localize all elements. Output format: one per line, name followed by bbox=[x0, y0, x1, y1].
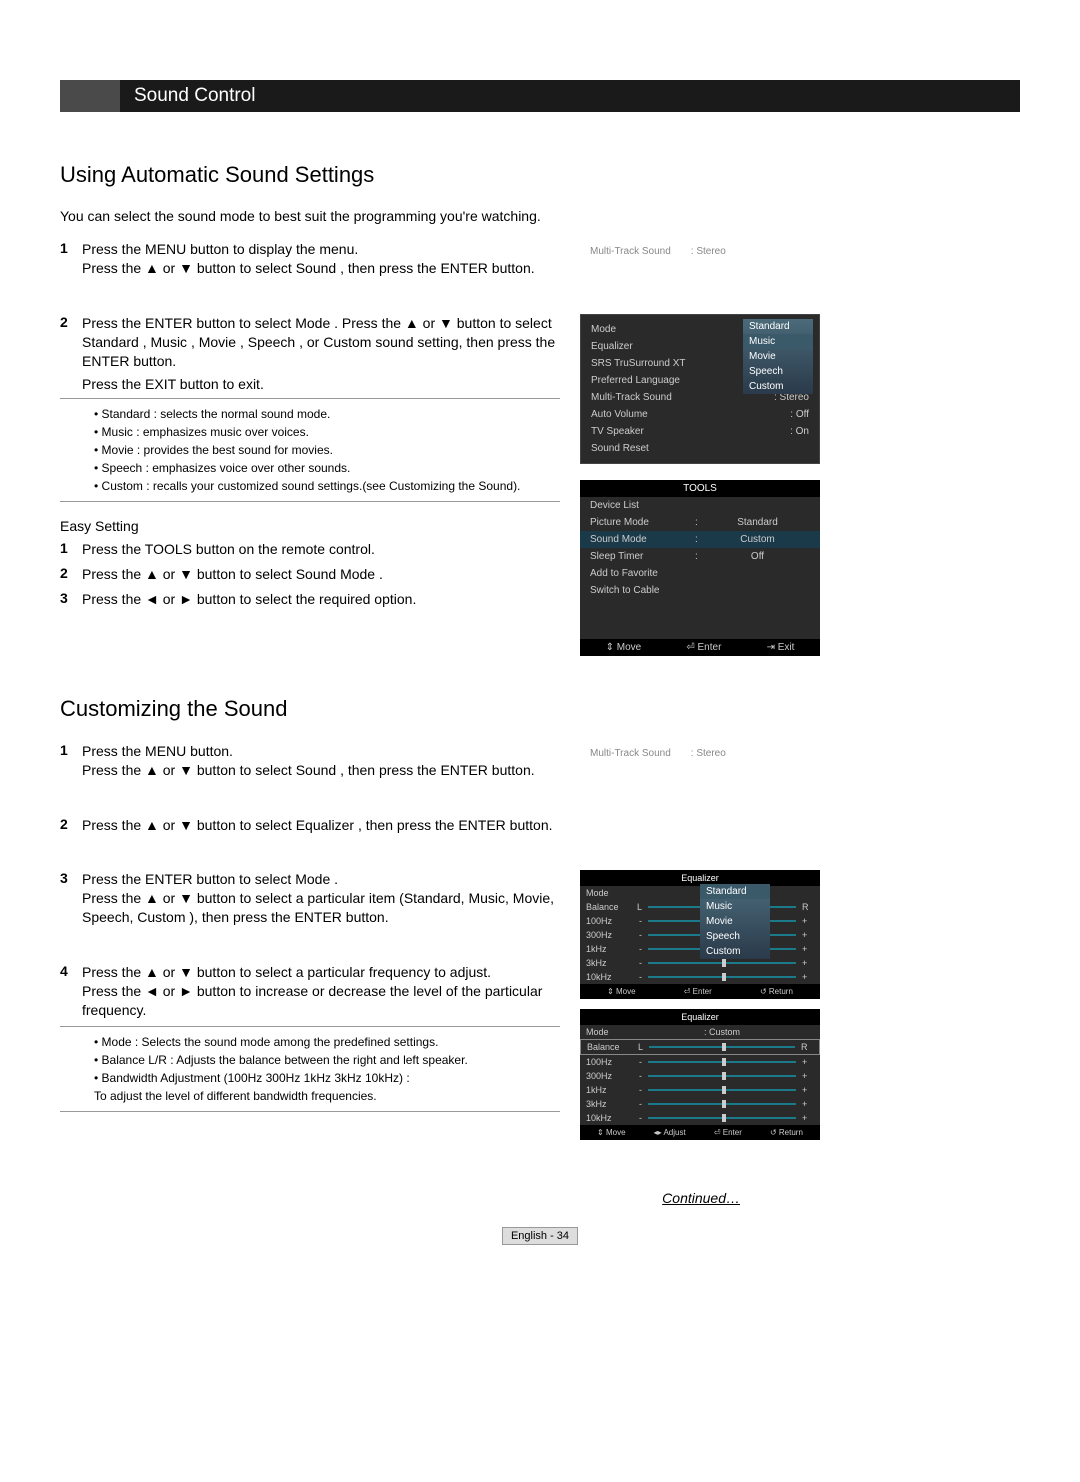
step-2-text: Press the ENTER button to select Mode . … bbox=[82, 315, 555, 369]
bullet-bandwidth-2: To adjust the level of different bandwid… bbox=[94, 1087, 560, 1105]
c-step4b: Press the ◄ or ► button to increase or d… bbox=[82, 983, 542, 1018]
mts-label: Multi-Track Sound bbox=[590, 246, 671, 257]
header-accent-box bbox=[60, 80, 120, 112]
bullet-mode: • Mode : Selects the sound mode among th… bbox=[94, 1033, 560, 1051]
header-bar: Sound Control bbox=[60, 80, 1020, 112]
dropdown-option[interactable]: Custom bbox=[700, 944, 770, 959]
c-step1a: Press the MENU button. bbox=[82, 743, 233, 759]
dropdown-option[interactable]: Custom bbox=[743, 379, 813, 394]
section-title: Using Automatic Sound Settings bbox=[60, 162, 1020, 188]
dropdown-option[interactable]: Movie bbox=[700, 914, 770, 929]
tools-item[interactable]: Device List bbox=[580, 497, 820, 514]
mts-value: : Stereo bbox=[691, 246, 726, 257]
exit-line: Press the EXIT button to exit. bbox=[82, 376, 560, 392]
bullet-standard: • Standard : selects the normal sound mo… bbox=[94, 405, 560, 423]
tools-footer: ⇕ Move⏎ Enter⇥ Exit bbox=[580, 639, 820, 656]
eq-row[interactable]: 100Hz-+ bbox=[580, 1055, 820, 1069]
osd-mini-stereo-2: Multi-Track Sound : Stereo bbox=[580, 742, 820, 765]
header-title: Sound Control bbox=[120, 80, 1020, 112]
tools-item[interactable]: Picture Mode:Standard bbox=[580, 514, 820, 531]
osd-mini-stereo: Multi-Track Sound : Stereo bbox=[580, 240, 820, 263]
c-step4a: Press the ▲ or ▼ button to select a part… bbox=[82, 964, 491, 980]
sound-menu-item[interactable]: Auto Volume: Off bbox=[581, 406, 819, 423]
section-auto-sound: Using Automatic Sound Settings You can s… bbox=[60, 162, 1020, 656]
eq-row[interactable]: 10kHz-+ bbox=[580, 970, 820, 984]
eq-row[interactable]: BalanceLR bbox=[580, 1039, 820, 1055]
bullet-speech: • Speech : emphasizes voice over other s… bbox=[94, 459, 560, 477]
sound-menu-item[interactable]: Sound Reset bbox=[581, 440, 819, 457]
eq-row[interactable]: 3kHz-+ bbox=[580, 1097, 820, 1111]
section-customizing: Customizing the Sound 1 Press the MENU b… bbox=[60, 696, 1020, 1151]
section-title-2: Customizing the Sound bbox=[60, 696, 1020, 722]
bullet-music: • Music : emphasizes music over voices. bbox=[94, 423, 560, 441]
page-footer: English - 34 bbox=[502, 1227, 578, 1245]
dropdown-option[interactable]: Speech bbox=[700, 929, 770, 944]
tools-item[interactable]: Sound Mode:Custom bbox=[580, 531, 820, 548]
c-step3b: Press the ▲ or ▼ button to select a part… bbox=[82, 890, 554, 925]
eq-row[interactable]: Mode: Custom bbox=[580, 1025, 820, 1039]
tools-item[interactable]: Add to Favorite bbox=[580, 565, 820, 582]
c-step3a: Press the ENTER button to select Mode . bbox=[82, 871, 338, 887]
eq-row[interactable]: 10kHz-+ bbox=[580, 1111, 820, 1125]
easy-setting-title: Easy Setting bbox=[60, 518, 560, 534]
step-2: 2 Press the ENTER button to select Mode … bbox=[60, 314, 560, 371]
bullet-balance: • Balance L/R : Adjusts the balance betw… bbox=[94, 1051, 560, 1069]
dropdown-option[interactable]: Music bbox=[743, 334, 813, 349]
easy-step-3: Press the ◄ or ► button to select the re… bbox=[82, 590, 560, 609]
dropdown-option[interactable]: Music bbox=[700, 899, 770, 914]
osd-equalizer-adjust: Equalizer Mode: CustomBalanceLR100Hz-+30… bbox=[580, 1009, 820, 1140]
dropdown-option[interactable]: Speech bbox=[743, 364, 813, 379]
c-step2: Press the ▲ or ▼ button to select Equali… bbox=[82, 816, 560, 835]
bullet-custom: • Custom : recalls your customized sound… bbox=[94, 477, 560, 495]
bullet-movie: • Movie : provides the best sound for mo… bbox=[94, 441, 560, 459]
easy-step-1: Press the TOOLS button on the remote con… bbox=[82, 540, 560, 559]
tools-item[interactable]: Sleep Timer:Off bbox=[580, 548, 820, 565]
step-1-line-b: Press the ▲ or ▼ button to select Sound … bbox=[82, 260, 535, 276]
osd-tools: TOOLS Device ListPicture Mode:StandardSo… bbox=[580, 480, 820, 656]
eq-mode-dropdown[interactable]: StandardMusicMovieSpeechCustom bbox=[700, 884, 770, 959]
c-step1b: Press the ▲ or ▼ button to select Sound … bbox=[82, 762, 535, 778]
step-1-line-a: Press the MENU button to display the men… bbox=[82, 241, 358, 257]
divider bbox=[60, 398, 560, 399]
continued-text: Continued… bbox=[60, 1190, 740, 1206]
bullet-bandwidth: • Bandwidth Adjustment (100Hz 300Hz 1kHz… bbox=[94, 1069, 560, 1087]
dropdown-option[interactable]: Standard bbox=[743, 319, 813, 334]
dropdown-option[interactable]: Standard bbox=[700, 884, 770, 899]
osd-equalizer-mode: Equalizer Mode: StandardBalanceLR100Hz-+… bbox=[580, 870, 820, 999]
eq-row[interactable]: 1kHz-+ bbox=[580, 1083, 820, 1097]
divider bbox=[60, 501, 560, 502]
sound-menu-item[interactable]: TV Speaker: On bbox=[581, 423, 819, 440]
eq-row[interactable]: 300Hz-+ bbox=[580, 1069, 820, 1083]
intro-text: You can select the sound mode to best su… bbox=[60, 208, 1020, 224]
tools-item[interactable]: Switch to Cable bbox=[580, 582, 820, 599]
step-1: 1 Press the MENU button to display the m… bbox=[60, 240, 560, 278]
tools-header: TOOLS bbox=[580, 480, 820, 497]
osd-mode-dropdown[interactable]: StandardMusicMovieSpeechCustom bbox=[743, 319, 813, 394]
easy-step-2: Press the ▲ or ▼ button to select Sound … bbox=[82, 565, 560, 584]
osd-sound-menu: Mode: StandardEqualizerSRS TruSurround X… bbox=[580, 314, 820, 464]
dropdown-option[interactable]: Movie bbox=[743, 349, 813, 364]
